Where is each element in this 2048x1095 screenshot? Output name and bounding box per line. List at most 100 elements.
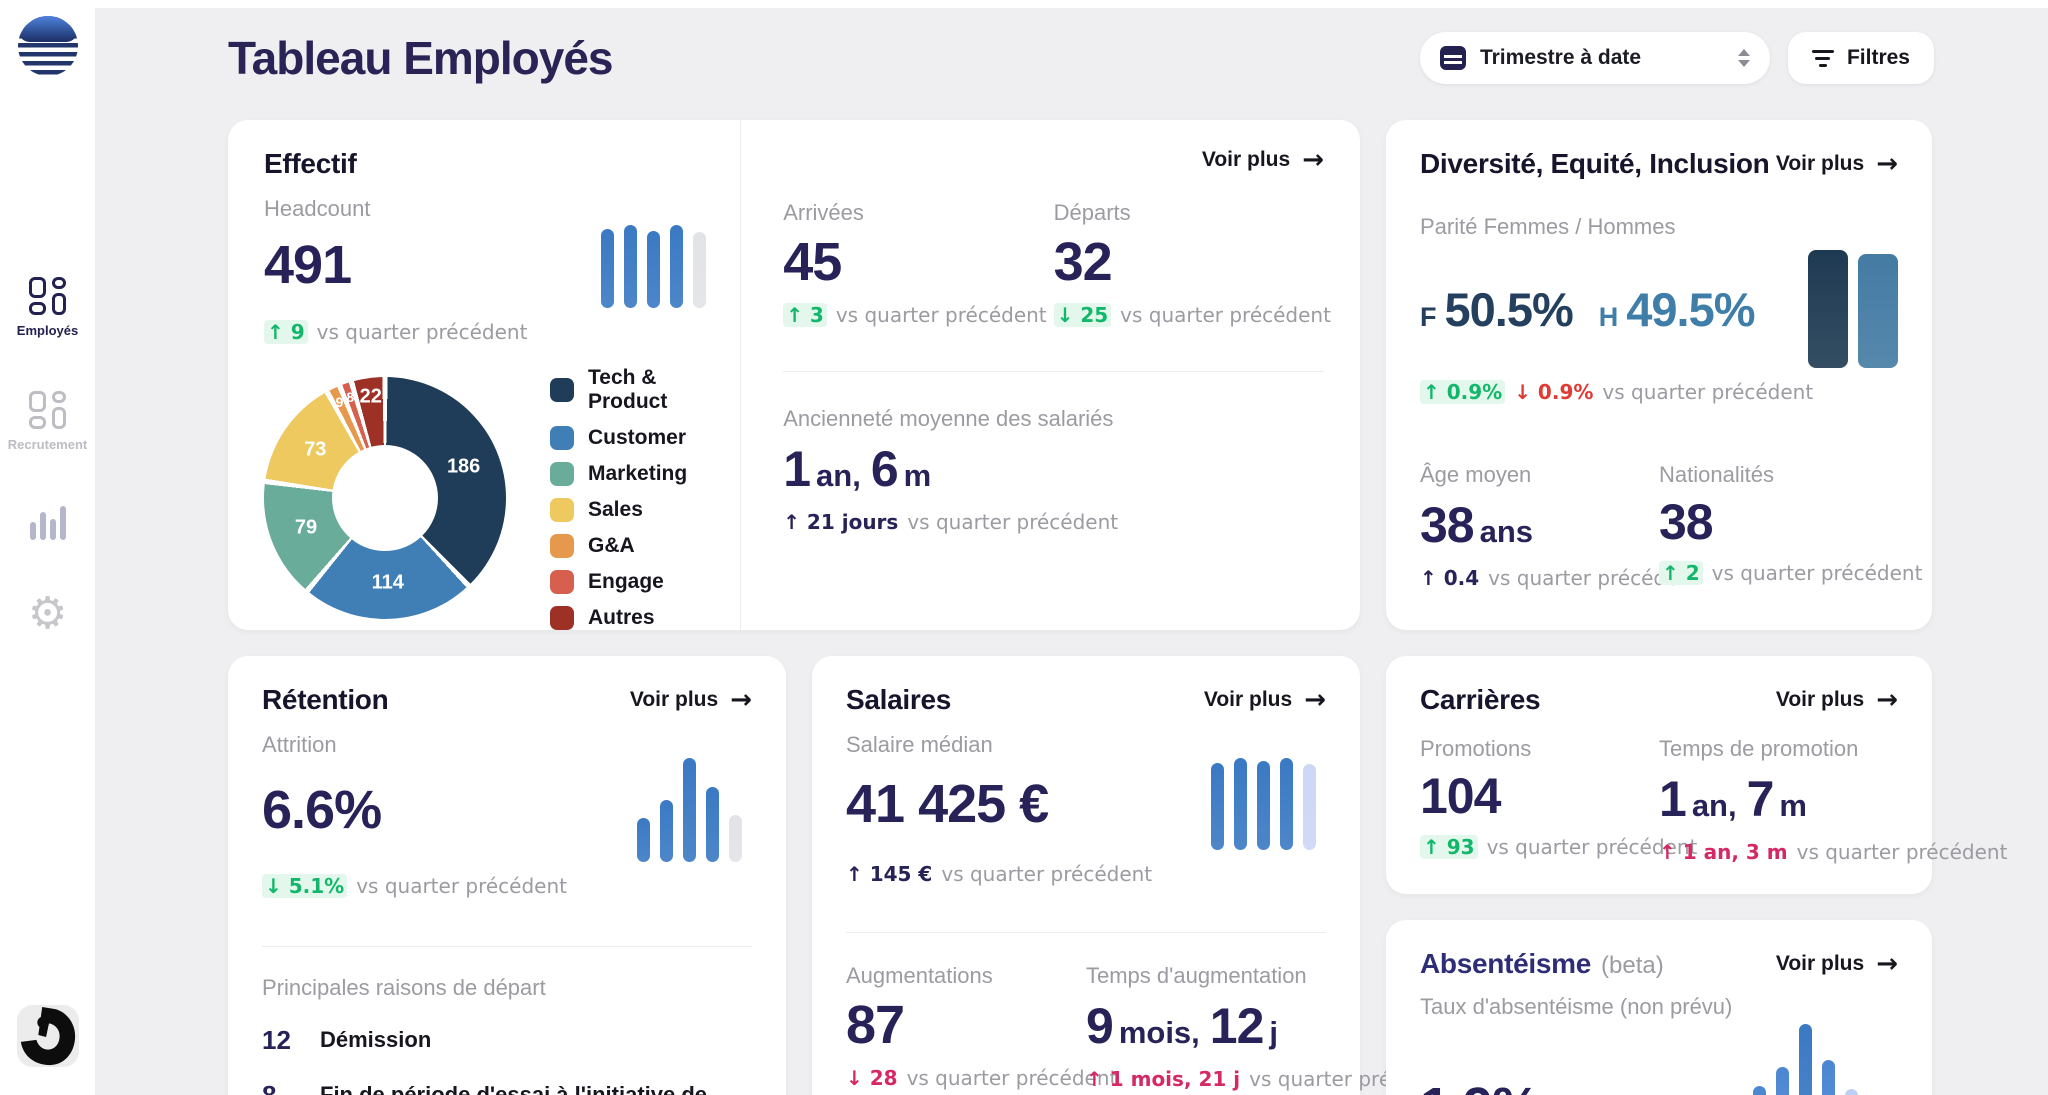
absenteisme-sparkline xyxy=(1753,1024,1858,1095)
anciennete-label: Ancienneté moyenne des salariés xyxy=(783,405,1114,431)
period-selector-value: Trimestre à date xyxy=(1479,46,1642,69)
legend-item: Sales xyxy=(550,498,712,522)
reasons-title: Principales raisons de départ xyxy=(262,975,546,1000)
card-title: Salaires xyxy=(846,684,952,715)
arrow-right-icon: → xyxy=(1876,685,1898,715)
card-title: Carrières xyxy=(1420,684,1541,715)
sidebar-item-employes[interactable]: Employés xyxy=(0,276,95,338)
avatar-image xyxy=(16,1005,79,1067)
age-label: Âge moyen xyxy=(1420,462,1532,487)
headcount-label: Headcount xyxy=(264,196,371,221)
filters-button-label: Filtres xyxy=(1846,46,1910,69)
augmentations-label: Augmentations xyxy=(846,963,993,988)
sidebar-nav: Employés Recrutement ⚙ xyxy=(0,276,95,636)
card-effectif: Effectif Headcount 491 ↑ 9 vs quarter pré… xyxy=(228,120,1360,630)
legend-item: Marketing xyxy=(550,462,712,486)
taux-absenteisme-value: 1.9% xyxy=(1420,1079,1540,1095)
voir-plus-link[interactable]: Voir plus → xyxy=(1776,149,1898,179)
filters-button[interactable]: Filtres xyxy=(1787,32,1934,84)
hommes-metric: H 49.5% xyxy=(1598,282,1756,337)
augmentations-block: Augmentations 87 ↓ 28 vs quarter précéden… xyxy=(846,963,1118,1091)
augmentations-value: 87 xyxy=(846,995,905,1055)
beta-badge: (beta) xyxy=(1601,952,1664,979)
anciennete-change: ↑ 21 jours vs quarter précédent xyxy=(783,509,1119,534)
card-title: Rétention xyxy=(262,684,389,715)
main-content: Tableau Employés Trimestre à date Filtre… xyxy=(95,0,2048,1095)
sidebar-item-stats[interactable] xyxy=(0,504,95,540)
sidebar: Employés Recrutement ⚙ xyxy=(0,0,95,1095)
voir-plus-label: Voir plus xyxy=(1201,148,1291,171)
sidebar-item-label: Employés xyxy=(16,323,79,338)
voir-plus-label: Voir plus xyxy=(1775,688,1865,711)
headcount-value: 491 xyxy=(264,234,352,295)
femmes-value: 50.5% xyxy=(1444,282,1574,336)
user-avatar[interactable] xyxy=(16,1005,79,1067)
anciennete-value: 1 an, 6 m xyxy=(783,440,932,497)
voir-plus-link[interactable]: Voir plus → xyxy=(1201,147,1324,173)
legend-item: G&A xyxy=(550,534,712,558)
arrivees-value: 45 xyxy=(783,232,842,292)
temps-augmentation-label: Temps d'augmentation xyxy=(1086,963,1307,988)
promotions-change: ↑ 93 vs quarter précédent xyxy=(1420,834,1697,859)
legend-item: Customer xyxy=(550,426,712,450)
period-selector[interactable]: Trimestre à date xyxy=(1419,32,1770,84)
femmes-prefix: F xyxy=(1420,301,1437,332)
age-block: Âge moyen 38 ans ↑ 0.4 vs quarter précéden… xyxy=(1420,462,1699,590)
legend-item: Autres xyxy=(550,606,712,630)
bar-chart-icon xyxy=(29,504,66,540)
divider xyxy=(846,932,1326,933)
card-retention: Rétention Voir plus → Attrition 6.6% ↓ 5… xyxy=(228,656,786,1095)
nationalites-change: ↑ 2 vs quarter précédent xyxy=(1659,560,1922,585)
voir-plus-link[interactable]: Voir plus → xyxy=(629,685,752,715)
parite-change: ↑ 0.9% ↓ 0.9% vs quarter précédent xyxy=(1420,380,1898,404)
age-value: 38 ans xyxy=(1420,497,1534,553)
parite-label: Parité Femmes / Hommes xyxy=(1420,214,1676,239)
arrow-right-icon: → xyxy=(730,685,752,715)
salaire-median-change: ↑ 145 € vs quarter précédent xyxy=(846,862,1153,886)
legend-item: Engage xyxy=(550,570,712,594)
card-salaires: Salaires Voir plus → Salaire médian 41 4… xyxy=(812,656,1460,1095)
promotions-value: 104 xyxy=(1420,768,1501,824)
sidebar-item-recrutement[interactable]: Recrutement xyxy=(0,390,95,452)
departs-block: Départs 32 ↓ 25 vs quarter précédent xyxy=(1053,200,1331,327)
attrition-sparkline xyxy=(637,758,742,862)
app-logo xyxy=(17,16,78,76)
departs-change: ↓ 25 vs quarter précédent xyxy=(1053,302,1331,327)
page-header: Tableau Employés Trimestre à date Filtre… xyxy=(228,26,1934,90)
voir-plus-link[interactable]: Voir plus → xyxy=(1776,951,1898,977)
temps-augmentation-block: Temps d'augmentation 9 mois, 12 j ↑ 1 mois,… xyxy=(1086,963,1460,1091)
nationalites-block: Nationalités 38 ↑ 2 vs quarter précédent xyxy=(1659,462,1922,590)
augmentations-change: ↓ 28 vs quarter précédent xyxy=(846,1065,1118,1090)
effectif-left-pane: Effectif Headcount 491 ↑ 9 vs quarter pré… xyxy=(228,120,740,630)
hommes-value: 49.5% xyxy=(1626,282,1755,336)
legend-item: Tech & Product xyxy=(550,366,712,414)
voir-plus-link[interactable]: Voir plus → xyxy=(1775,685,1898,715)
calendar-icon xyxy=(1439,46,1466,70)
temps-augmentation-change: ↑ 1 mois, 21 j vs quarter précédent xyxy=(1086,1067,1460,1091)
temps-augmentation-value: 9 mois, 12 j xyxy=(1086,998,1279,1054)
salaire-sparkline xyxy=(1211,758,1316,850)
nationalites-label: Nationalités xyxy=(1659,462,1774,487)
voir-plus-label: Voir plus xyxy=(629,688,719,711)
card-title: Absentéisme xyxy=(1420,948,1591,979)
attrition-label: Attrition xyxy=(262,732,337,757)
anciennete-block: Ancienneté moyenne des salariés 1 an, 6 m ↑… xyxy=(783,406,1324,534)
promotions-label: Promotions xyxy=(1420,736,1532,761)
temps-promotion-change: ↑ 1 an, 3 m vs quarter précédent xyxy=(1659,840,2008,864)
card-absenteisme: Absentéisme (beta) Voir plus → Taux d'ab… xyxy=(1386,920,1932,1095)
headcount-change: ↑ 9 vs quarter précédent xyxy=(264,320,712,344)
page-title: Tableau Employés xyxy=(228,32,614,84)
voir-plus-link[interactable]: Voir plus → xyxy=(1203,687,1326,713)
right-column-stack: Carrières Voir plus → Promotions 104 ↑ 9… xyxy=(1386,656,2008,1095)
card-title: Diversité, Equité, Inclusion xyxy=(1420,148,1770,179)
salaire-median-value: 41 425 € xyxy=(846,773,1049,834)
voir-plus-label: Voir plus xyxy=(1203,688,1293,711)
sidebar-item-settings[interactable]: ⚙ xyxy=(0,592,95,636)
departs-value: 32 xyxy=(1053,232,1113,292)
divider xyxy=(262,946,752,947)
taux-absenteisme-label: Taux d'absentéisme (non prévu) xyxy=(1420,994,1733,1019)
temps-promotion-label: Temps de promotion xyxy=(1659,736,1859,761)
hommes-prefix: H xyxy=(1598,301,1619,332)
divider xyxy=(783,370,1324,372)
arrow-right-icon: → xyxy=(1876,149,1898,179)
